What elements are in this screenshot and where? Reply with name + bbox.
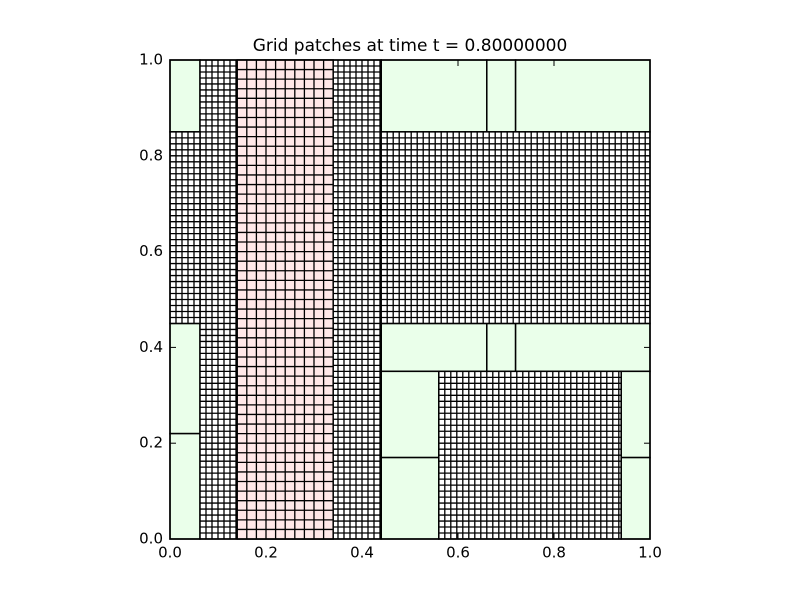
patch	[486, 322, 517, 373]
patch-group	[169, 131, 201, 325]
y-tick-label: 0.0	[139, 530, 163, 548]
x-tick-label: 0.4	[350, 544, 374, 562]
patch-group	[620, 370, 651, 459]
y-tick-label: 1.0	[139, 51, 163, 69]
y-tick-label: 0.2	[139, 434, 163, 452]
x-tick-label: 1.0	[638, 544, 662, 562]
patch	[380, 322, 488, 373]
x-tick-label: 0.0	[158, 544, 182, 562]
patch-group	[380, 456, 440, 540]
patch-group	[380, 131, 651, 325]
patch-group	[486, 59, 517, 133]
chart-title: Grid patches at time t = 0.80000000	[253, 36, 568, 56]
patch	[514, 322, 651, 373]
patch	[514, 59, 651, 133]
patch	[486, 59, 517, 133]
patch-group	[169, 322, 201, 435]
patch-group	[380, 370, 440, 459]
patch-group	[380, 59, 488, 133]
y-tick-label: 0.6	[139, 242, 163, 260]
patch	[169, 59, 201, 133]
patch	[620, 456, 651, 540]
patch	[380, 456, 440, 540]
patch	[380, 370, 440, 459]
axes-frame	[169, 59, 651, 540]
x-tick-label: 0.8	[542, 544, 566, 562]
y-tick-label: 0.8	[139, 146, 163, 164]
patch	[169, 432, 201, 540]
patch-group	[169, 432, 201, 540]
patch	[620, 370, 651, 459]
x-tick-label: 0.6	[446, 544, 470, 562]
patch-group	[169, 59, 201, 133]
patch-group	[486, 322, 517, 373]
patch	[169, 322, 201, 435]
patch-group	[620, 456, 651, 540]
patch-group	[438, 370, 622, 540]
x-tick-label: 0.2	[254, 544, 278, 562]
patch-group	[514, 59, 651, 133]
patch	[380, 59, 488, 133]
patch-group	[380, 322, 488, 373]
patch-group	[514, 322, 651, 373]
patch-group	[236, 59, 334, 540]
y-tick-label: 0.4	[139, 338, 163, 356]
